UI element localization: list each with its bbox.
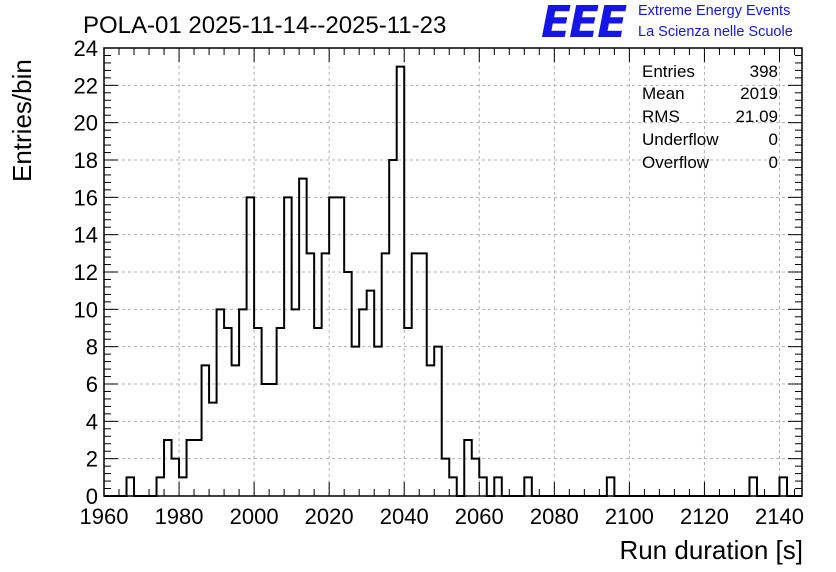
histogram-bin <box>322 253 330 496</box>
histogram-bin <box>472 459 480 496</box>
axes: 1960 1980 2000 2020 2040 2060 2080 2100 2120 2140… <box>74 36 804 529</box>
y-axis-label: Entries/bin <box>7 59 37 182</box>
y-tick-label: 14 <box>74 223 98 248</box>
histogram-bin <box>157 477 165 496</box>
stats-overflow-label: Overflow <box>642 153 710 172</box>
histogram-bin <box>127 477 135 496</box>
histogram-bin <box>179 477 187 496</box>
histogram-bin <box>269 384 277 496</box>
stats-box: Entries 398 Mean 2019 RMS 21.09 Underflo… <box>642 62 778 172</box>
histogram-bin <box>359 309 367 496</box>
x-axis-label: Run duration [s] <box>619 535 803 565</box>
histogram-bin <box>404 328 412 496</box>
stats-entries-label: Entries <box>642 62 695 81</box>
x-tick-label: 2000 <box>230 504 279 529</box>
x-tick-label: 2040 <box>380 504 429 529</box>
histogram-bin <box>262 384 270 496</box>
histogram-bin <box>367 291 375 496</box>
stats-overflow-value: 0 <box>769 153 778 172</box>
histogram-bin <box>239 309 247 496</box>
y-tick-label: 0 <box>86 484 98 509</box>
y-tick-label: 12 <box>74 260 98 285</box>
y-tick-label: 8 <box>86 335 98 360</box>
logo-line-2: La Scienza nelle Scuole <box>638 24 793 40</box>
y-tick-label: 16 <box>74 185 98 210</box>
histogram-bin <box>224 328 232 496</box>
stats-mean-value: 2019 <box>740 84 778 103</box>
histogram-bin <box>449 477 457 496</box>
histogram-bin <box>232 365 240 496</box>
stats-rms-label: RMS <box>642 107 680 126</box>
x-tick-label: 1960 <box>80 504 129 529</box>
histogram-bin <box>412 253 420 496</box>
stats-underflow-label: Underflow <box>642 130 719 149</box>
stats-rms-value: 21.09 <box>735 107 778 126</box>
y-tick-label: 10 <box>74 297 98 322</box>
histogram-bin <box>442 459 450 496</box>
x-tick-label: 2020 <box>305 504 354 529</box>
stats-mean-label: Mean <box>642 84 685 103</box>
histogram-bin <box>202 365 210 496</box>
histogram-bin <box>254 328 262 496</box>
y-tick-label: 2 <box>86 447 98 472</box>
histogram-bin <box>172 459 180 496</box>
histogram-bin <box>779 477 787 496</box>
histogram-bin <box>479 477 487 496</box>
histogram-bin <box>494 477 502 496</box>
stats-entries-value: 398 <box>750 62 778 81</box>
histogram-bin <box>299 179 307 496</box>
y-tick-label: 24 <box>74 36 98 61</box>
plot-frame <box>103 47 803 497</box>
y-tick-label: 4 <box>86 409 98 434</box>
histogram-bin <box>164 440 172 496</box>
histogram-bin <box>427 365 435 496</box>
histogram-bin <box>217 309 225 496</box>
histogram-bin <box>397 67 405 496</box>
histogram-bin <box>194 440 202 496</box>
histogram-bin <box>419 253 427 496</box>
grid <box>104 48 802 496</box>
logo-line-1: Extreme Energy Events <box>638 3 791 19</box>
histogram-bin <box>389 160 397 496</box>
chart-title: POLA-01 2025-11-14--2025-11-23 <box>83 12 446 39</box>
y-tick-label: 18 <box>74 148 98 173</box>
stats-underflow-value: 0 <box>769 130 778 149</box>
histogram-bin <box>464 440 472 496</box>
y-tick-label: 22 <box>74 73 98 98</box>
x-tick-label: 2060 <box>455 504 504 529</box>
histogram-bin <box>209 403 217 496</box>
histogram-bin <box>607 477 615 496</box>
histogram-bin <box>292 309 300 496</box>
eee-logo: EEE <box>541 0 627 48</box>
histogram-bin <box>187 440 195 496</box>
histogram-bin <box>307 253 315 496</box>
histogram-bin <box>382 253 390 496</box>
x-tick-label: 1980 <box>155 504 204 529</box>
x-tick-label: 2100 <box>605 504 654 529</box>
y-tick-label: 6 <box>86 372 98 397</box>
histogram-bin <box>314 328 322 496</box>
x-tick-label: 2140 <box>755 504 804 529</box>
histogram-bin <box>524 477 532 496</box>
x-tick-label: 2120 <box>680 504 729 529</box>
histogram-bin <box>277 328 285 496</box>
y-tick-label: 20 <box>74 111 98 136</box>
histogram-bin <box>749 477 757 496</box>
x-tick-label: 2080 <box>530 504 579 529</box>
